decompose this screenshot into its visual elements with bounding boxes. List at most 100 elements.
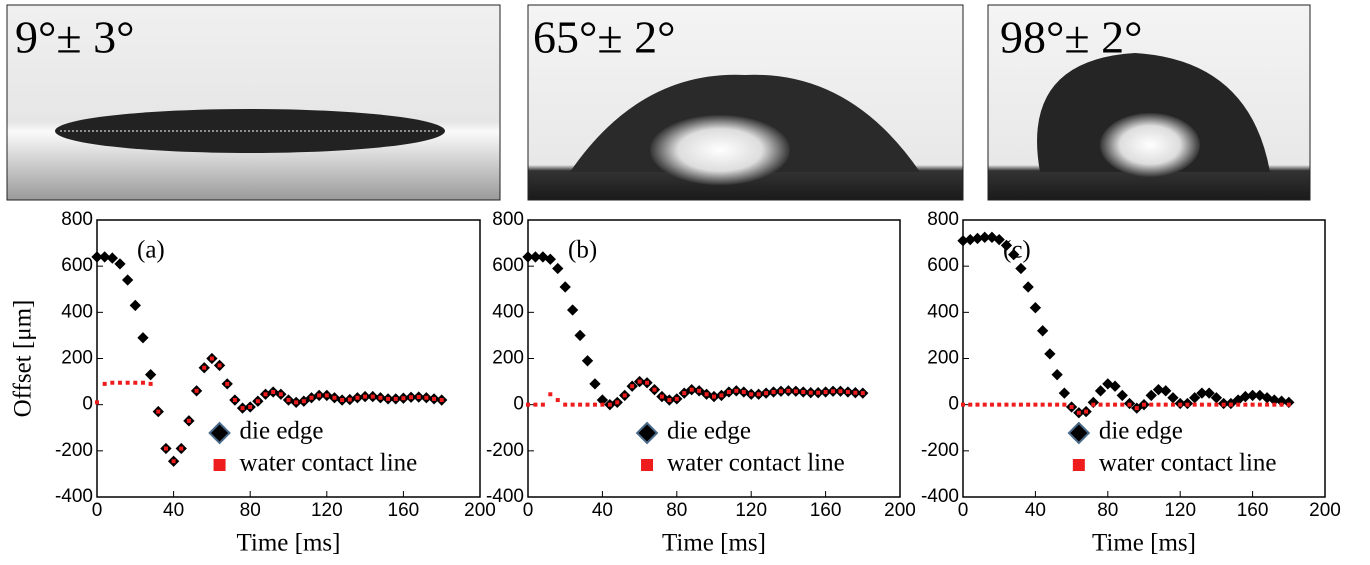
marker xyxy=(964,233,976,246)
marker xyxy=(294,400,299,405)
marker xyxy=(1149,402,1154,407)
marker xyxy=(552,262,564,275)
marker xyxy=(370,394,375,399)
marker xyxy=(1185,402,1190,407)
marker xyxy=(186,418,191,423)
marker xyxy=(589,378,601,390)
legend-label: water contact line xyxy=(667,450,845,477)
marker xyxy=(1033,402,1038,407)
legend-marker xyxy=(213,459,226,471)
marker xyxy=(133,380,138,385)
marker xyxy=(439,398,444,403)
y-tick-label: -400 xyxy=(486,486,524,507)
y-tick-label: 400 xyxy=(927,301,959,322)
y-axis-label: Offset [μm] xyxy=(10,300,37,418)
marker xyxy=(968,402,973,407)
y-tick-label: 400 xyxy=(61,301,93,322)
marker xyxy=(1040,402,1045,407)
y-tick-label: 800 xyxy=(927,209,959,230)
marker xyxy=(1044,348,1056,360)
y-tick-label: 0 xyxy=(948,394,959,415)
marker xyxy=(566,304,579,316)
y-tick-label: 200 xyxy=(492,348,524,369)
marker xyxy=(544,253,556,265)
marker xyxy=(697,388,702,393)
marker xyxy=(163,446,168,451)
marker xyxy=(689,387,694,392)
x-tick-label: 40 xyxy=(163,500,184,521)
marker xyxy=(1170,402,1175,407)
marker xyxy=(957,235,969,247)
marker xyxy=(194,388,199,393)
marker xyxy=(607,402,612,407)
marker xyxy=(1272,402,1277,407)
marker xyxy=(1152,384,1165,396)
marker xyxy=(217,363,222,368)
marker xyxy=(548,392,553,397)
marker xyxy=(263,392,268,397)
photo-label: 98°± 2° xyxy=(1000,12,1143,63)
marker xyxy=(971,232,984,245)
x-tick-label: 0 xyxy=(523,500,534,521)
marker xyxy=(1069,404,1074,409)
marker xyxy=(286,398,291,403)
marker xyxy=(378,395,383,400)
y-tick-label: -400 xyxy=(921,486,959,507)
marker xyxy=(121,274,134,286)
marker xyxy=(1011,402,1016,407)
marker xyxy=(110,380,115,385)
marker xyxy=(255,399,260,404)
marker xyxy=(148,381,153,386)
marker xyxy=(630,384,635,389)
marker xyxy=(1275,395,1288,407)
x-tick-label: 80 xyxy=(1097,500,1118,521)
marker xyxy=(1214,402,1219,407)
photo-label: 9°± 3° xyxy=(15,12,135,63)
marker xyxy=(1105,402,1110,407)
marker xyxy=(240,406,245,411)
marker xyxy=(1022,281,1034,293)
marker xyxy=(1091,402,1096,407)
y-tick-label: -200 xyxy=(55,440,93,461)
marker xyxy=(1286,402,1291,407)
marker xyxy=(1236,402,1241,407)
marker xyxy=(125,380,130,385)
marker xyxy=(1004,402,1009,407)
marker xyxy=(1163,402,1168,407)
photo xyxy=(527,4,964,201)
legend-marker xyxy=(641,459,654,471)
y-tick-label: -400 xyxy=(55,486,93,507)
marker xyxy=(1257,402,1262,407)
marker xyxy=(659,394,664,399)
y-tick-label: 200 xyxy=(927,348,959,369)
series xyxy=(522,251,869,411)
marker xyxy=(1008,248,1020,261)
marker xyxy=(652,387,657,392)
x-axis-label: Time [ms] xyxy=(237,530,341,557)
marker xyxy=(1145,389,1157,402)
marker xyxy=(793,389,798,394)
marker xyxy=(1203,387,1215,399)
marker xyxy=(1192,402,1197,407)
x-tick-label: 40 xyxy=(592,500,613,521)
legend-marker xyxy=(635,421,659,445)
marker xyxy=(989,402,994,407)
x-tick-label: 120 xyxy=(1164,500,1196,521)
y-tick-label: 600 xyxy=(492,255,524,276)
legend-marker xyxy=(208,421,231,445)
y-tick-label: -200 xyxy=(486,440,524,461)
marker xyxy=(1000,239,1013,252)
marker xyxy=(816,390,821,395)
series xyxy=(957,231,1295,419)
marker xyxy=(615,400,620,405)
series xyxy=(95,356,444,464)
y-tick-label: 800 xyxy=(61,209,93,230)
marker xyxy=(997,402,1002,407)
x-tick-label: 120 xyxy=(311,500,343,521)
legend-label: water contact line xyxy=(240,450,418,477)
marker xyxy=(982,402,987,407)
marker xyxy=(570,402,575,407)
x-tick-label: 160 xyxy=(1237,500,1269,521)
x-tick-label: 160 xyxy=(388,500,420,521)
y-tick-label: 200 xyxy=(61,348,93,369)
